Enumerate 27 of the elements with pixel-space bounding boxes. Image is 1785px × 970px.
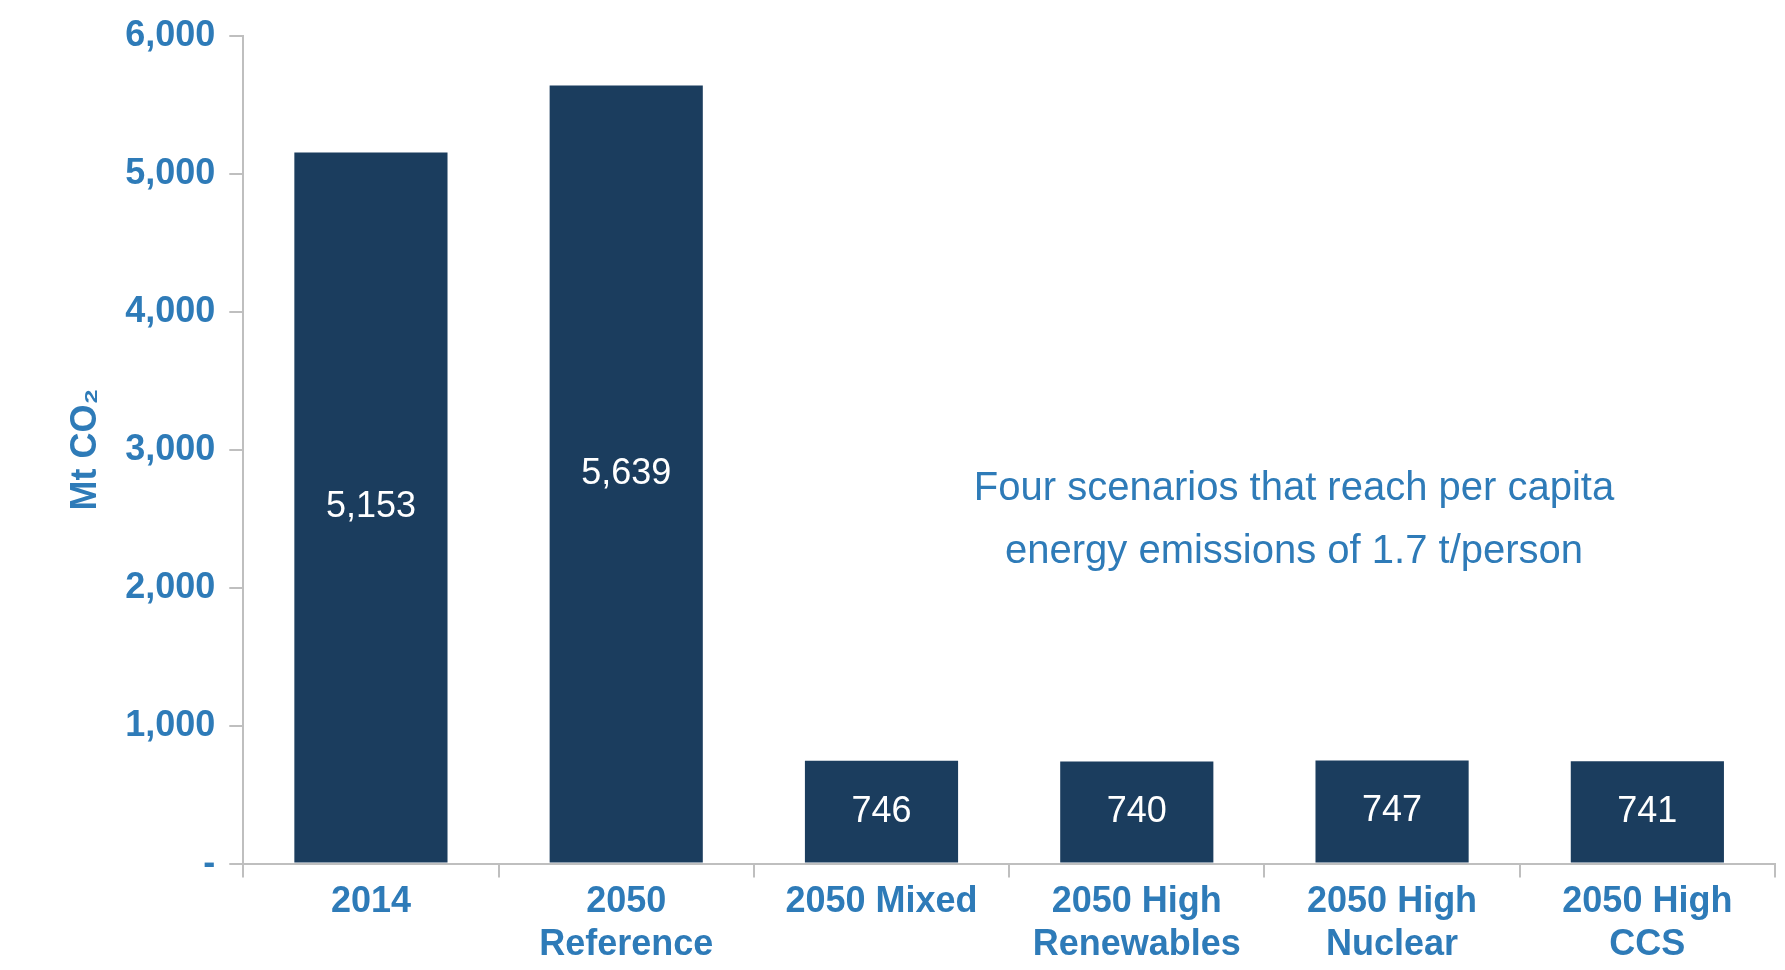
data-label: 5,153 [325, 484, 416, 526]
y-tick-label: 1,000 [125, 702, 216, 744]
x-tick-label: 2050 Reference [539, 879, 714, 964]
bar [1060, 761, 1214, 863]
bar [804, 760, 959, 863]
data-label: 5,639 [581, 450, 672, 492]
y-tick-label: 4,000 [125, 288, 216, 330]
bar [1315, 760, 1469, 863]
x-tick-label: 2050 Mixed [785, 879, 978, 921]
data-label: 740 [1106, 788, 1167, 830]
bar [294, 152, 448, 863]
y-tick-label: 5,000 [125, 150, 216, 192]
y-tick-label: 2,000 [125, 564, 216, 606]
x-tick-label: 2050 High Renewables [1032, 879, 1241, 964]
annotation: Four scenarios that reach per capita energy emissions of 1.7 t/person [973, 463, 1615, 571]
x-tick-label: 2050 High CCS [1562, 879, 1733, 964]
y-tick-label: - [203, 840, 216, 882]
x-tick-label: 2050 High Nuclear [1307, 879, 1478, 964]
x-tick-label: 2014 [330, 879, 411, 921]
bar [549, 85, 703, 863]
y-axis-title: Mt CO₂ [62, 388, 104, 511]
y-tick-label: 6,000 [125, 12, 216, 54]
bar [1570, 761, 1724, 863]
data-label: 741 [1617, 788, 1678, 830]
data-label: 747 [1362, 788, 1423, 830]
data-label: 746 [851, 788, 912, 830]
y-tick-label: 3,000 [125, 426, 216, 468]
